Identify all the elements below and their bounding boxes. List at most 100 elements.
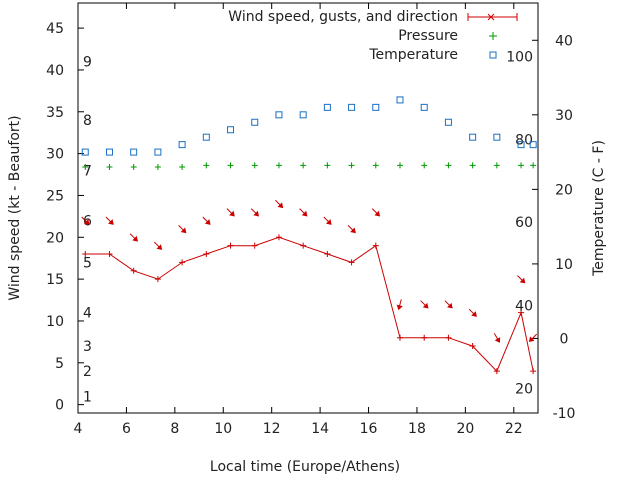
- pressure-point: [203, 162, 210, 169]
- temperature-point: [444, 118, 452, 126]
- y-tick-label: 35: [46, 105, 64, 121]
- beaufort-labels: 123456789: [83, 55, 92, 406]
- beaufort-label: 3: [83, 339, 92, 355]
- wind-speed-point: [518, 309, 525, 316]
- wind-direction-arrow: [444, 300, 453, 309]
- wind-speed-point: [300, 242, 307, 249]
- wind-speed-point: [106, 251, 113, 258]
- y-axis-label: Wind speed (kt - Beaufort): [7, 115, 23, 300]
- legend-label-temperature: Temperature: [368, 47, 458, 63]
- legend-swatch-pressure: [489, 32, 497, 40]
- fahrenheit-label: 20: [515, 381, 533, 397]
- series-wind: [82, 234, 537, 375]
- series-wind-arrows: [81, 199, 538, 343]
- legend-swatch-wind: [467, 13, 518, 21]
- temperature-point: [420, 103, 428, 111]
- y2-tick-label: 10: [555, 257, 573, 273]
- x-tick-label: 6: [122, 421, 131, 437]
- y-tick-label: 25: [46, 188, 64, 204]
- wind-direction-arrow: [323, 216, 332, 225]
- wind-speed-point: [154, 276, 161, 283]
- wind-direction-arrow: [299, 208, 308, 217]
- fahrenheit-labels: 20 40 60 80 100: [506, 50, 533, 398]
- pressure-point: [469, 162, 476, 169]
- wind-speed-point: [493, 368, 500, 375]
- temperature-point: [178, 141, 186, 149]
- wind-speed-point: [251, 242, 258, 249]
- pressure-point: [300, 162, 307, 169]
- wind-direction-arrow: [154, 241, 163, 250]
- wind-speed-line: [85, 236, 534, 373]
- wind-direction-arrow: [202, 216, 211, 225]
- wind-direction-arrow: [493, 333, 501, 343]
- pressure-point: [397, 162, 403, 169]
- wind-direction-arrow: [81, 216, 90, 225]
- temperature-point: [517, 141, 525, 149]
- beaufort-label: 9: [83, 55, 92, 71]
- beaufort-label: 2: [83, 364, 92, 380]
- beaufort-label: 1: [83, 389, 92, 405]
- y2-axis-label: Temperature (C - F): [591, 140, 607, 277]
- legend: Wind speed, gusts, and direction Pressur…: [228, 9, 518, 63]
- x-tick-label: 14: [311, 421, 329, 437]
- wind-speed-point: [227, 242, 234, 249]
- pressure-point: [493, 162, 500, 169]
- series-pressure: [82, 162, 537, 170]
- x-tick-label: 8: [170, 421, 179, 437]
- series-temperature: [81, 96, 537, 156]
- wind-speed-point: [179, 259, 186, 266]
- y-tick-label: 20: [46, 230, 64, 246]
- y-tick-label: 30: [46, 147, 64, 163]
- wind-direction-arrow: [275, 199, 284, 209]
- temperature-point: [202, 133, 210, 141]
- y2-tick-label: 20: [555, 182, 573, 198]
- temperature-point: [323, 103, 331, 111]
- pressure-point: [179, 164, 186, 170]
- y2-tick-label: -10: [553, 406, 576, 422]
- wind-speed-point: [324, 251, 331, 258]
- pressure-point: [518, 162, 525, 169]
- temperature-point: [469, 133, 477, 141]
- fahrenheit-label: 60: [515, 215, 533, 231]
- temperature-point: [105, 148, 113, 156]
- pressure-point: [275, 162, 282, 169]
- x-tick-label: 20: [456, 421, 474, 437]
- wind-speed-point: [421, 334, 428, 341]
- pressure-point: [445, 162, 452, 169]
- pressure-point: [530, 162, 537, 169]
- x-axis: 4 6 8 10 12 14 16 18 20 22: [74, 3, 523, 437]
- y-tick-label: 5: [55, 356, 64, 372]
- y2-tick-label: 40: [555, 33, 573, 49]
- x-tick-label: 18: [408, 421, 426, 437]
- pressure-point: [324, 162, 331, 169]
- pressure-point: [82, 164, 89, 170]
- wind-speed-point: [275, 234, 282, 241]
- wind-direction-arrow: [396, 299, 403, 311]
- temperature-point: [372, 103, 380, 111]
- temperature-point: [396, 96, 404, 104]
- y-tick-label: 45: [46, 21, 64, 37]
- x-tick-label: 22: [505, 421, 523, 437]
- wind-direction-arrow: [250, 208, 260, 217]
- wind-speed-point: [530, 368, 537, 375]
- wind-speed-point: [397, 334, 403, 341]
- beaufort-label: 8: [83, 113, 92, 129]
- wind-speed-point: [130, 267, 137, 274]
- y-axis-left: 0 5 10 15 20 25 30 35 40 45: [46, 21, 84, 414]
- pressure-point: [130, 164, 137, 170]
- pressure-point: [372, 162, 379, 169]
- temperature-point: [275, 111, 283, 119]
- beaufort-label: 7: [83, 163, 92, 179]
- pressure-point: [227, 162, 234, 169]
- temperature-point: [130, 148, 138, 156]
- wind-speed-point: [445, 334, 452, 341]
- pressure-point: [348, 162, 355, 169]
- temperature-point: [299, 111, 307, 119]
- wind-speed-point: [372, 242, 379, 249]
- wind-speed-point: [348, 259, 355, 266]
- legend-label-pressure: Pressure: [398, 28, 458, 44]
- wind-direction-arrow: [226, 208, 235, 217]
- x-tick-label: 16: [360, 421, 378, 437]
- legend-label-wind: Wind speed, gusts, and direction: [228, 9, 458, 25]
